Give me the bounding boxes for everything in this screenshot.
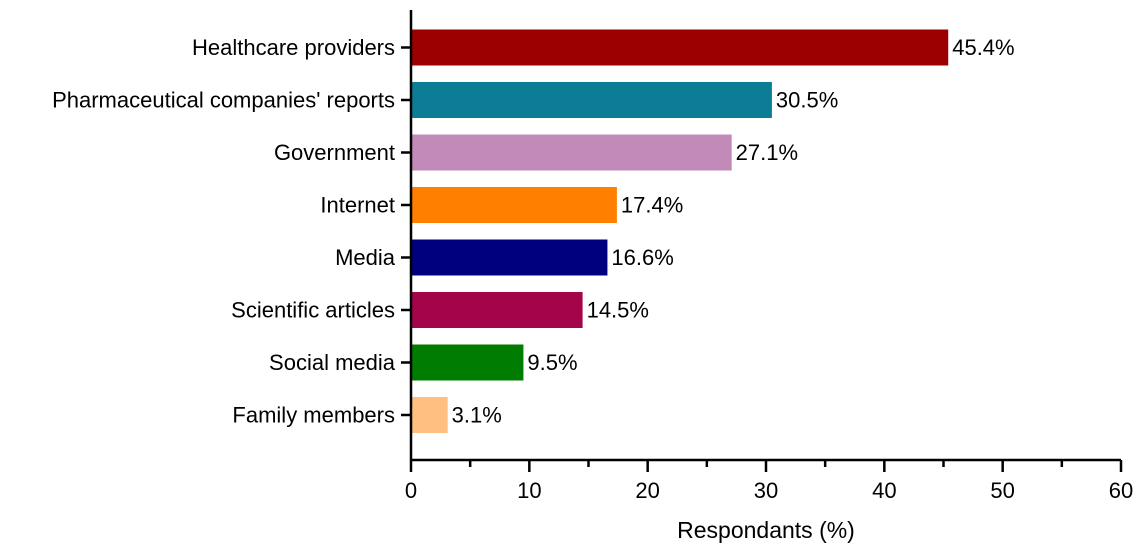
labels-group: Healthcare providers 45.4% Pharmaceutical … (52, 35, 1133, 503)
x-axis-title: Respondants (%) (677, 517, 855, 543)
x-tick-label-2: 10 (517, 478, 541, 503)
x-tick-label-4: 30 (754, 478, 778, 503)
category-label-4: Internet (320, 193, 395, 218)
x-tick-label-1: 0 (405, 478, 417, 503)
category-label-5: Media (335, 245, 396, 270)
value-label-2: 30.5% (776, 88, 838, 113)
bars-group (411, 29, 949, 433)
category-label-1: Healthcare providers (192, 35, 395, 60)
bar-8 (411, 397, 448, 433)
value-label-5: 16.6% (611, 245, 673, 270)
x-tick-label-7: 60 (1109, 478, 1133, 503)
category-label-7: Social media (269, 350, 396, 375)
bar-6 (411, 292, 583, 328)
axes-group (409, 10, 1121, 462)
category-label-8: Family members (232, 403, 395, 428)
category-label-6: Scientific articles (231, 298, 395, 323)
bar-1 (411, 29, 949, 66)
bar-4 (411, 187, 617, 223)
bar-7 (411, 344, 524, 381)
value-label-7: 9.5% (527, 350, 577, 375)
value-label-1: 45.4% (952, 35, 1014, 60)
category-label-2: Pharmaceutical companies' reports (52, 88, 395, 113)
category-label-3: Government (274, 140, 395, 165)
x-tick-label-3: 20 (635, 478, 659, 503)
bar-5 (411, 239, 608, 276)
value-label-8: 3.1% (452, 403, 502, 428)
x-tick-label-5: 40 (872, 478, 896, 503)
value-label-4: 17.4% (621, 193, 683, 218)
x-tick-label-6: 50 (990, 478, 1014, 503)
value-label-3: 27.1% (736, 140, 798, 165)
bar-2 (411, 82, 772, 118)
bar-3 (411, 134, 732, 171)
value-label-6: 14.5% (587, 298, 649, 323)
